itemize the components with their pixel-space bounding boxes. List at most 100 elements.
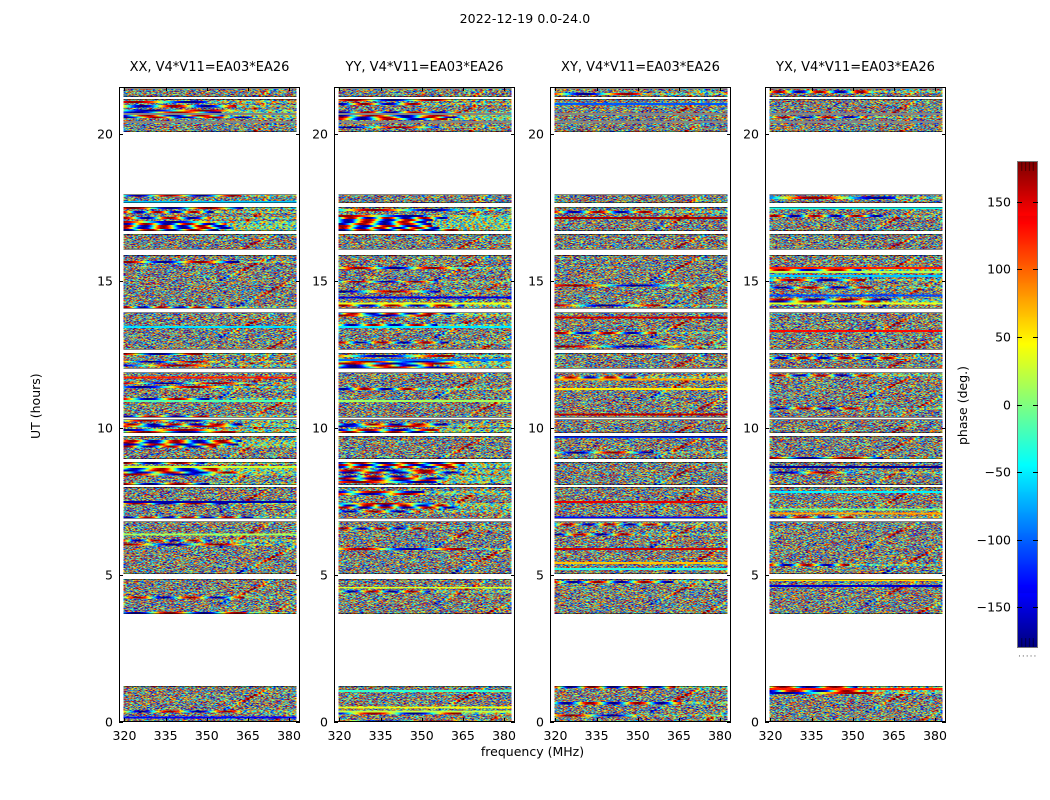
x-tick bbox=[206, 718, 208, 722]
y-tick-label: 5 bbox=[536, 567, 544, 583]
x-tick-top bbox=[811, 87, 813, 91]
x-tick bbox=[289, 718, 291, 722]
y-tick bbox=[334, 575, 338, 576]
y-tick-right bbox=[511, 134, 515, 136]
colorbar-tick-right bbox=[1033, 201, 1038, 203]
colorbar-tick bbox=[1017, 201, 1022, 203]
x-tick bbox=[720, 718, 722, 722]
colorbar-label: phase (deg.) bbox=[955, 365, 970, 445]
x-tick bbox=[893, 718, 895, 722]
y-tick bbox=[765, 281, 769, 283]
y-tick bbox=[550, 575, 554, 576]
y-tick-label: 0 bbox=[751, 714, 759, 730]
y-tick bbox=[334, 722, 338, 723]
x-tick bbox=[852, 718, 854, 722]
x-tick-label: 365 bbox=[450, 728, 475, 743]
x-tick-top bbox=[852, 87, 854, 91]
x-tick-label: 380 bbox=[492, 728, 516, 743]
waterfall-panel-yy[interactable] bbox=[334, 87, 515, 722]
y-tick-right bbox=[511, 428, 515, 430]
x-tick-top bbox=[247, 87, 249, 91]
x-tick-label: 335 bbox=[368, 728, 393, 743]
y-tick bbox=[119, 575, 123, 576]
x-tick-label: 350 bbox=[409, 728, 434, 743]
x-tick-top bbox=[504, 87, 506, 91]
y-tick-label: 20 bbox=[528, 126, 544, 142]
y-tick-label: 10 bbox=[528, 420, 544, 436]
y-tick-right bbox=[942, 575, 946, 576]
y-tick-label: 20 bbox=[97, 126, 113, 142]
x-tick-label: 350 bbox=[625, 728, 650, 743]
y-tick-right bbox=[727, 134, 731, 136]
x-tick-top bbox=[555, 87, 557, 91]
x-tick bbox=[935, 718, 937, 722]
colorbar-tick-label: 0 bbox=[1003, 397, 1011, 412]
x-tick-top bbox=[289, 87, 291, 91]
x-tick bbox=[462, 718, 464, 722]
x-tick-top bbox=[462, 87, 464, 91]
y-tick-label: 10 bbox=[97, 420, 113, 436]
x-tick bbox=[380, 718, 382, 722]
x-tick-label: 320 bbox=[543, 728, 568, 743]
colorbar-tick bbox=[1017, 472, 1022, 474]
y-tick-label: 0 bbox=[536, 714, 544, 730]
x-tick bbox=[637, 718, 639, 722]
y-tick-right bbox=[942, 428, 946, 430]
x-tick bbox=[504, 718, 506, 722]
y-tick bbox=[334, 134, 338, 136]
y-tick-right bbox=[942, 134, 946, 136]
panel-title-yy: YY, V4*V11=EA03*EA26 bbox=[345, 60, 504, 75]
waterfall-panel-xx[interactable] bbox=[119, 87, 300, 722]
y-tick-label: 10 bbox=[743, 420, 759, 436]
x-tick bbox=[811, 718, 813, 722]
x-tick-label: 335 bbox=[153, 728, 178, 743]
y-tick bbox=[119, 281, 123, 283]
y-tick-right bbox=[727, 575, 731, 576]
y-tick bbox=[550, 281, 554, 283]
colorbar-under-marker: ····· bbox=[1018, 652, 1038, 662]
colorbar-tick bbox=[1017, 539, 1022, 541]
y-tick bbox=[550, 428, 554, 430]
waterfall-panel-yx[interactable] bbox=[765, 87, 946, 722]
panel-title-yx: YX, V4*V11=EA03*EA26 bbox=[776, 60, 935, 75]
x-tick bbox=[596, 718, 598, 722]
x-tick-label: 380 bbox=[923, 728, 947, 743]
waterfall-image-yx bbox=[766, 88, 945, 721]
y-tick-label: 5 bbox=[751, 567, 759, 583]
y-tick-label: 15 bbox=[312, 273, 328, 289]
panel-title-xx: XX, V4*V11=EA03*EA26 bbox=[129, 60, 290, 75]
x-tick-top bbox=[339, 87, 341, 91]
y-tick-right bbox=[296, 428, 300, 430]
y-tick-right bbox=[942, 281, 946, 283]
x-tick bbox=[339, 718, 341, 722]
x-tick-label: 320 bbox=[327, 728, 352, 743]
x-tick bbox=[770, 718, 772, 722]
x-tick-label: 320 bbox=[758, 728, 783, 743]
colorbar-tick bbox=[1017, 269, 1022, 271]
y-tick-right bbox=[727, 281, 731, 283]
colorbar-tick-label: −50 bbox=[984, 464, 1011, 480]
x-tick bbox=[165, 718, 167, 722]
x-tick bbox=[555, 718, 557, 722]
y-tick-right bbox=[511, 281, 515, 283]
y-tick bbox=[765, 134, 769, 136]
colorbar-tick-label: −150 bbox=[976, 599, 1011, 615]
y-tick-label: 15 bbox=[528, 273, 544, 289]
y-tick bbox=[765, 575, 769, 576]
x-tick-label: 335 bbox=[584, 728, 609, 743]
y-tick bbox=[119, 428, 123, 430]
x-tick-top bbox=[596, 87, 598, 91]
waterfall-panel-xy[interactable] bbox=[550, 87, 731, 722]
y-tick bbox=[119, 722, 123, 723]
colorbar-tick-right bbox=[1033, 269, 1038, 271]
panel-title-xy: XY, V4*V11=EA03*EA26 bbox=[561, 60, 720, 75]
y-tick-right bbox=[296, 575, 300, 576]
y-tick bbox=[765, 428, 769, 430]
x-tick-top bbox=[637, 87, 639, 91]
x-tick bbox=[124, 718, 126, 722]
y-tick bbox=[550, 134, 554, 136]
y-tick-label: 0 bbox=[320, 714, 328, 730]
colorbar-tick bbox=[1017, 607, 1022, 609]
colorbar-tick-label: 50 bbox=[995, 329, 1011, 345]
